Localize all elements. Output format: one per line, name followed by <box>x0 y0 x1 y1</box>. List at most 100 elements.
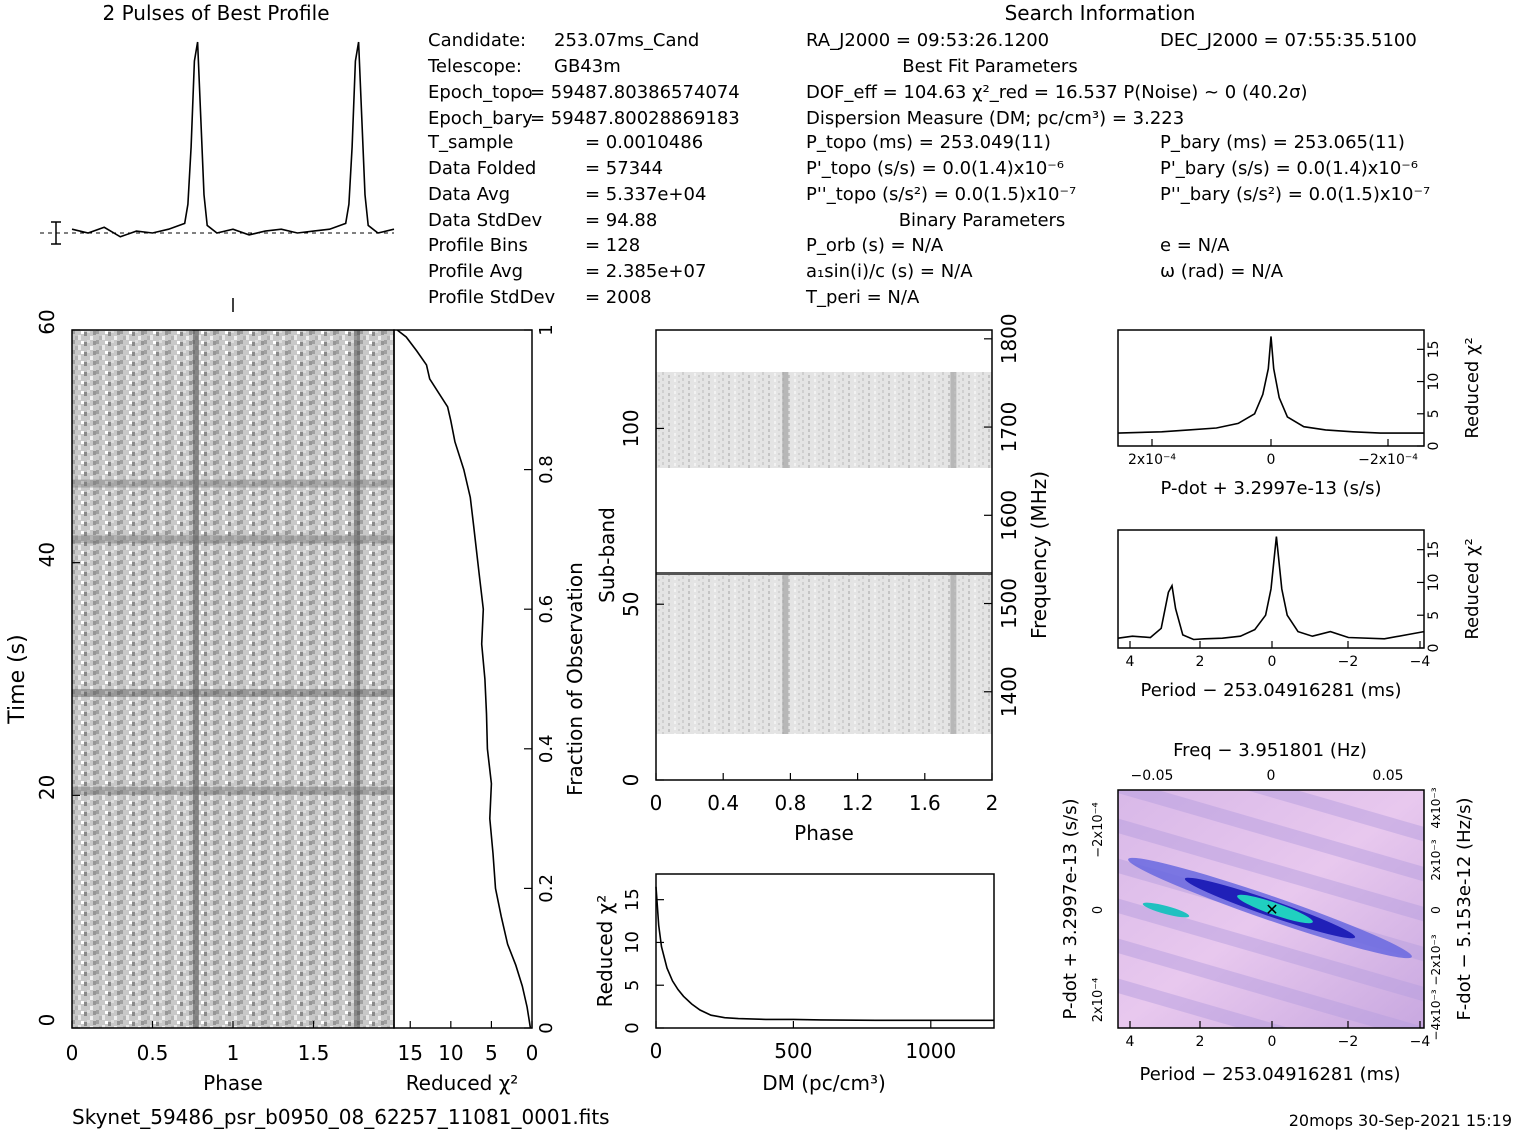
contour-y-tick-label: 0 <box>1091 906 1106 914</box>
period_chi-ylabel: Reduced χ² <box>1462 538 1483 639</box>
contour-x-tick-label: 0 <box>1268 1034 1277 1050</box>
subband-y2-tick-label: 1500 <box>997 578 1021 629</box>
contour-ylabel: P-dot + 3.2997e-13 (s/s) <box>1060 798 1081 1019</box>
contour-axes: 4 2 0 −2 −4 −0.05 0 0.05 −2x10⁻⁴ 0 2x10⁻⁴ 4x10⁻³ 2x1… <box>1060 740 1475 1085</box>
time-phase-y-tick-label: 0 <box>35 1014 59 1027</box>
p-topo-value: P_topo (ms) = 253.049(11) <box>806 132 1051 153</box>
chi-time-frame <box>393 329 533 1029</box>
dm-ylabel: Reduced χ² <box>593 895 617 1008</box>
info-label: Telescope: <box>427 56 522 77</box>
info-value: = 2.385e+07 <box>585 261 706 282</box>
contour-frame <box>1117 789 1425 1029</box>
subband-x-tick-label: 0 <box>650 791 663 815</box>
chi-time-y-tick-label: 0.8 <box>536 455 557 484</box>
pdot-panel: 2x10⁻⁴ 0 −2x10⁻⁴ 0 5 10 15 P-dot + 3.2997e-13 (… <box>1117 329 1483 499</box>
dm-value: Dispersion Measure (DM; pc/cm³) = 3.223 <box>806 108 1184 129</box>
info-value: = 5.337e+04 <box>585 184 706 205</box>
subband-y-tick-label: 0 <box>619 774 643 787</box>
period_chi-xlabel: Period − 253.04916281 (ms) <box>1140 680 1401 701</box>
contour-y-tick-label: 2x10⁻⁴ <box>1091 978 1106 1023</box>
rfi-band <box>72 786 394 795</box>
pdot_chi-x-tick-label: 0 <box>1267 452 1276 468</box>
contour-best-marker: ✕ <box>1265 900 1278 919</box>
info-value: = 2008 <box>585 287 652 308</box>
contour-streak <box>1118 938 1424 1028</box>
dm-y-tick-label: 10 <box>622 931 643 954</box>
subband-x-tick-label: 1.2 <box>842 791 874 815</box>
contour-right-tick-label: 2x10⁻³ <box>1429 839 1443 880</box>
subband-x-tick-label: 0.4 <box>707 791 739 815</box>
period_chi-x-tick-label: 4 <box>1126 654 1135 670</box>
time-phase-y-tick-label: 20 <box>35 775 59 800</box>
period_chi-line <box>1117 536 1425 641</box>
p-bary-value: P_bary (ms) = 253.065(11) <box>1160 132 1405 153</box>
dm-y-tick-label: 15 <box>622 888 643 911</box>
time-phase-y-tick-label: 60 <box>35 309 59 334</box>
info-label: T_sample <box>427 132 513 153</box>
profile-line <box>71 41 395 238</box>
contour-streak <box>1245 790 1424 842</box>
info-label: Profile StdDev <box>428 287 556 308</box>
pdot_chi-x-tick-label: 2x10⁻⁴ <box>1128 452 1176 468</box>
info-value: = 0.0010486 <box>585 132 703 153</box>
contour-streak <box>1118 790 1424 882</box>
contour-y-tick-label: −2x10⁻⁴ <box>1091 802 1106 857</box>
info-value: = 57344 <box>585 158 663 179</box>
period_chi-x-tick-label: −4 <box>1410 654 1431 670</box>
rfi-band <box>72 688 394 697</box>
dm-x-tick-label: 1000 <box>905 1039 956 1063</box>
subband-y2-tick-label: 1600 <box>997 490 1021 541</box>
pdot_chi-y-tick-label: 10 <box>1426 373 1442 391</box>
time-phase-panel: 0 0.5 1 1.5 0 20 40 60 Phase Time (s) <box>5 309 395 1095</box>
contour-x-tick-label: −2 <box>1338 1034 1359 1050</box>
dec-value: DEC_J2000 = 07:55:35.5100 <box>1160 30 1417 51</box>
chi-time-line <box>396 329 532 1029</box>
info-label: Data Avg <box>428 184 510 205</box>
contour-right-tick-label: 4x10⁻³ <box>1429 787 1443 828</box>
info-label: Profile Avg <box>428 261 523 282</box>
contour-top-tick-label: −0.05 <box>1131 768 1174 784</box>
dm-xlabel: DM (pc/cm³) <box>762 1071 886 1095</box>
search-info: RA_J2000 = 09:53:26.1200 DEC_J2000 = 07:… <box>805 30 1430 308</box>
subband-axes: 0 0.4 0.8 1.2 1.6 2 0 50 100 1400 1500 1600 1700 1800… <box>595 313 1051 845</box>
pdot_chi-y-tick-label: 15 <box>1426 340 1442 358</box>
subband-xlabel: Phase <box>794 821 854 845</box>
subband-pulse-stripe <box>782 372 789 468</box>
subband-y2label: Frequency (MHz) <box>1027 471 1051 639</box>
pulse-stripe <box>353 330 360 1028</box>
search-title: Search Information <box>1005 1 1196 25</box>
subband-y2-tick-label: 1400 <box>997 666 1021 717</box>
info-value: = 59487.80028869183 <box>530 108 740 129</box>
info-value: = 128 <box>585 235 640 256</box>
dm-frame <box>655 873 995 1029</box>
pulse-stripe <box>192 330 199 1028</box>
time-phase-xlabel: Phase <box>203 1071 263 1095</box>
best-fit-title: Best Fit Parameters <box>902 56 1077 77</box>
binary-title: Binary Parameters <box>899 210 1066 231</box>
ra-value: RA_J2000 = 09:53:26.1200 <box>806 30 1049 51</box>
contour-right-tick-label: −2x10⁻³ <box>1429 934 1443 985</box>
subband-x-tick-label: 0.8 <box>774 791 806 815</box>
contour-x-tick-label: 2 <box>1196 1034 1205 1050</box>
subband-y-tick-label: 100 <box>619 409 643 447</box>
chi-time-xlabel: Reduced χ² <box>406 1071 519 1095</box>
subband-y-tick-label: 50 <box>619 591 643 616</box>
period-series <box>1117 536 1425 641</box>
dm-x-tick-label: 0 <box>650 1039 663 1063</box>
subband-x-tick-label: 2 <box>986 791 999 815</box>
profile-line-group <box>71 41 395 238</box>
contour-x-tick-label: −4 <box>1410 1034 1431 1050</box>
subband-pulse-stripe <box>950 572 957 734</box>
contour-bands: ✕ <box>1118 790 1424 1028</box>
dof-value: DOF_eff = 104.63 χ²_red = 16.537 P(Noise… <box>806 82 1308 103</box>
info-value: 253.07ms_Cand <box>554 30 699 51</box>
pdot-frame <box>1117 329 1425 447</box>
period_chi-y-tick-label: 10 <box>1426 574 1442 592</box>
chi-time-y-tick-label: 0.6 <box>536 595 557 624</box>
time-phase-stripes <box>72 330 394 1028</box>
contour-right-tick-label: 0 <box>1429 906 1443 914</box>
period-frame <box>1117 529 1425 649</box>
subband-ylabel: Sub-band <box>595 507 619 603</box>
